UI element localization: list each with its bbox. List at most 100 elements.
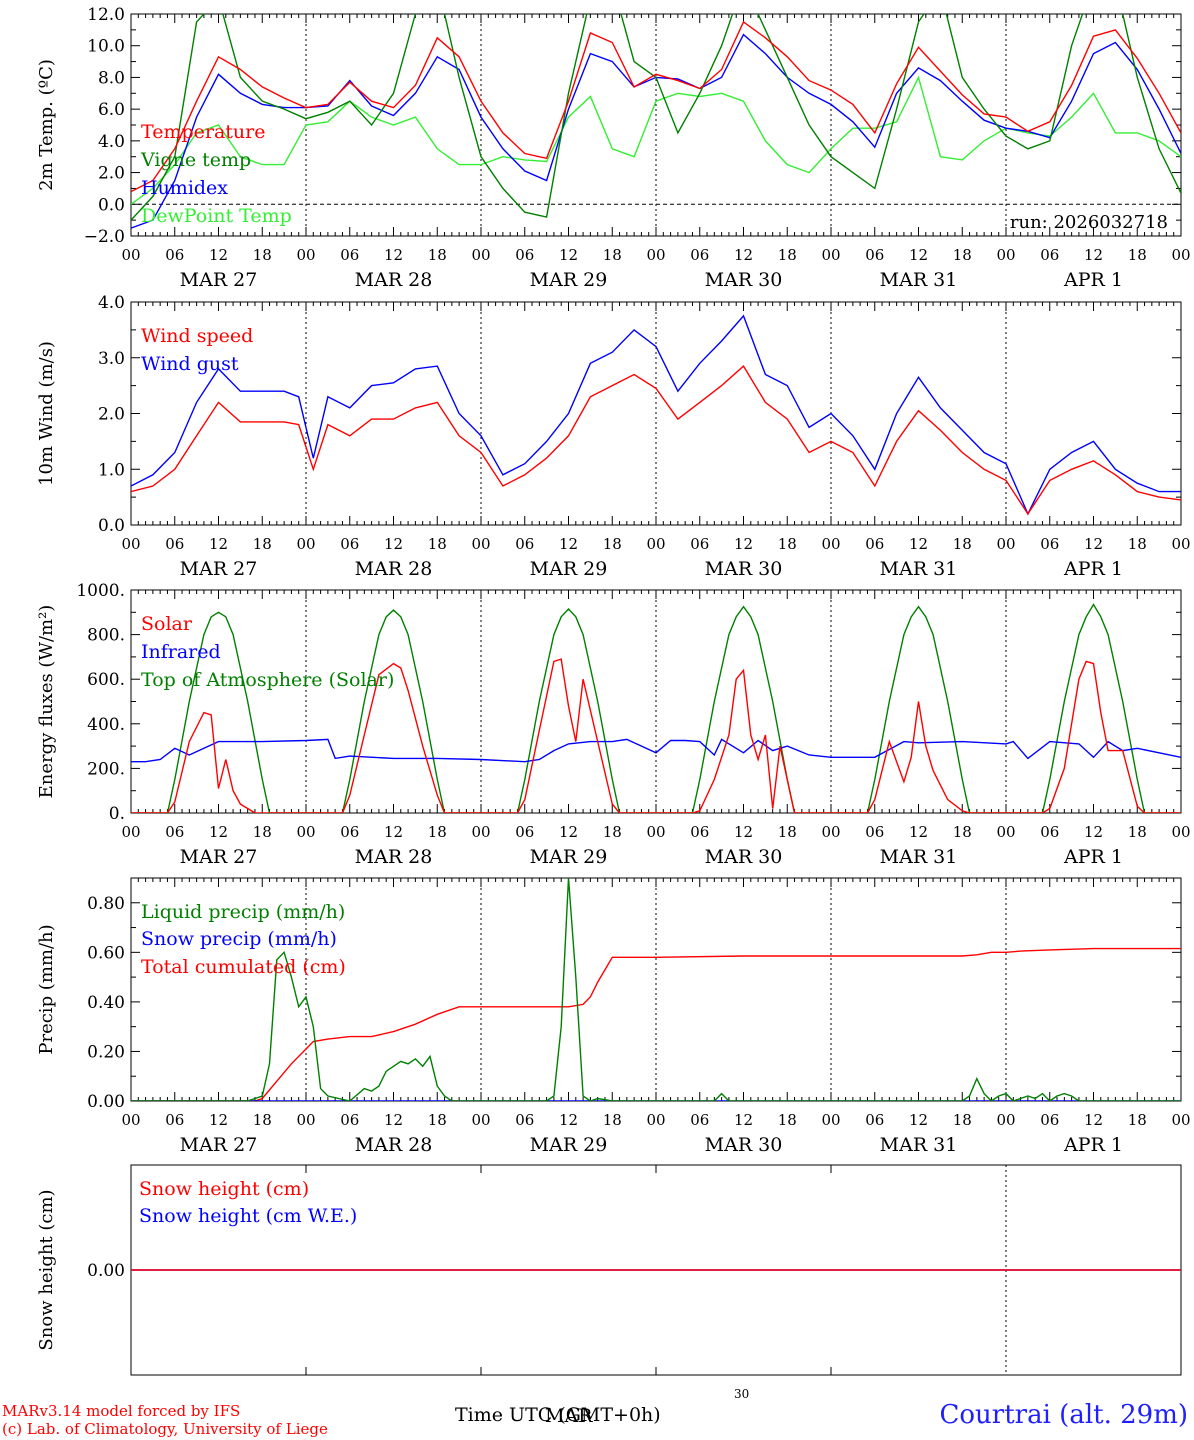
wind-x-tick-label: 06 xyxy=(690,535,709,553)
wind-y-axis-label: 10m Wind (m/s) xyxy=(36,341,57,486)
energy-x-tick-label: 00 xyxy=(121,823,140,841)
wind-x-tick-label: 00 xyxy=(821,535,840,553)
energy-x-tick-label: 00 xyxy=(996,823,1015,841)
precip-x-tick-label: 06 xyxy=(690,1111,709,1129)
energy-y-tick-label: 200. xyxy=(87,759,125,779)
energy-x-tick-label: 12 xyxy=(734,823,753,841)
precip-y-tick-label: 0.00 xyxy=(87,1092,125,1112)
snow-y-tick-label: 0.00 xyxy=(87,1261,125,1281)
temp-legend-temperature: Temperature xyxy=(141,121,265,143)
temp-y-tick-label: 10.0 xyxy=(87,37,125,57)
wind-x-tick-label: 00 xyxy=(471,535,490,553)
energy-x-tick-label: 12 xyxy=(209,823,228,841)
stray-model-label: MAR xyxy=(545,1405,593,1427)
precip-x-tick-label: 06 xyxy=(865,1111,884,1129)
temp-x-tick-label: 00 xyxy=(121,246,140,264)
precip-x-tick-label: 18 xyxy=(603,1111,622,1129)
temp-x-tick-label: 06 xyxy=(865,246,884,264)
snow-legend-snow-height-cm-: Snow height (cm) xyxy=(139,1178,309,1200)
wind-series-wind-gust xyxy=(131,314,1181,516)
wind-legend-wind-gust: Wind gust xyxy=(141,353,239,375)
wind-x-tick-label: 00 xyxy=(1171,535,1190,553)
energy-x-tick-label: 18 xyxy=(253,823,272,841)
energy-x-tick-label: 00 xyxy=(296,823,315,841)
wind-x-tick-label: 06 xyxy=(865,535,884,553)
temp-x-tick-label: 00 xyxy=(1171,246,1190,264)
wind-y-tick-label: 0.0 xyxy=(98,516,125,536)
wind-x-tick-label: 12 xyxy=(209,535,228,553)
temp-x-tick-label: 18 xyxy=(428,246,447,264)
precip-x-tick-label: 18 xyxy=(428,1111,447,1129)
temp-y-axis-label: 2m Temp. (ºC) xyxy=(36,59,57,191)
energy-series-infrared xyxy=(131,738,1181,763)
energy-x-tick-label: 06 xyxy=(340,823,359,841)
energy-x-tick-label: 00 xyxy=(646,823,665,841)
wind-x-tick-label: 00 xyxy=(296,535,315,553)
energy-x-tick-label: 06 xyxy=(515,823,534,841)
temp-day-label: APR 1 xyxy=(1063,269,1123,291)
station-name: Courtrai (alt. 29m) xyxy=(939,1400,1189,1430)
temp-day-label: MAR 31 xyxy=(880,269,958,291)
temp-x-tick-label: 00 xyxy=(296,246,315,264)
wind-x-tick-label: 12 xyxy=(1084,535,1103,553)
wind-x-tick-label: 12 xyxy=(909,535,928,553)
temp-x-tick-label: 18 xyxy=(778,246,797,264)
energy-x-tick-label: 12 xyxy=(909,823,928,841)
precip-x-tick-label: 18 xyxy=(1128,1111,1147,1129)
wind-x-tick-label: 18 xyxy=(253,535,272,553)
energy-legend-top-of-atmosphere-solar-: Top of Atmosphere (Solar) xyxy=(141,669,394,691)
temp-x-tick-label: 18 xyxy=(253,246,272,264)
energy-y-tick-label: 1000. xyxy=(76,581,125,601)
temp-series-vigne-temp xyxy=(131,14,1181,221)
snow-legend-snow-height-cm-w-e-: Snow height (cm W.E.) xyxy=(139,1205,357,1227)
wind-day-label: MAR 31 xyxy=(880,558,958,580)
wind-day-label: MAR 27 xyxy=(180,558,258,580)
precip-x-tick-label: 00 xyxy=(821,1111,840,1129)
temp-x-tick-label: 12 xyxy=(734,246,753,264)
temp-x-tick-label: 18 xyxy=(953,246,972,264)
precip-x-tick-label: 06 xyxy=(165,1111,184,1129)
temp-day-label: MAR 30 xyxy=(705,269,783,291)
wind-x-tick-label: 18 xyxy=(778,535,797,553)
wind-y-tick-label: 2.0 xyxy=(98,405,125,425)
energy-x-tick-label: 06 xyxy=(690,823,709,841)
energy-x-tick-label: 12 xyxy=(1084,823,1103,841)
energy-x-tick-label: 18 xyxy=(953,823,972,841)
precip-y-axis-label: Precip (mm/h) xyxy=(36,924,57,1054)
energy-day-label: MAR 29 xyxy=(530,846,608,868)
energy-x-tick-label: 18 xyxy=(428,823,447,841)
temp-x-tick-label: 06 xyxy=(690,246,709,264)
wind-x-tick-label: 18 xyxy=(428,535,447,553)
precip-x-tick-label: 00 xyxy=(646,1111,665,1129)
energy-day-label: MAR 27 xyxy=(180,846,258,868)
precip-x-tick-label: 12 xyxy=(909,1111,928,1129)
precip-x-tick-label: 06 xyxy=(340,1111,359,1129)
precip-x-tick-label: 12 xyxy=(734,1111,753,1129)
temp-day-label: MAR 27 xyxy=(180,269,258,291)
wind-day-label: MAR 29 xyxy=(530,558,608,580)
energy-x-tick-label: 18 xyxy=(778,823,797,841)
precip-y-tick-label: 0.60 xyxy=(87,943,125,963)
wind-x-tick-label: 00 xyxy=(996,535,1015,553)
energy-y-tick-label: 600. xyxy=(87,670,125,690)
energy-legend-solar: Solar xyxy=(141,613,193,635)
temp-x-tick-label: 18 xyxy=(603,246,622,264)
wind-day-label: MAR 28 xyxy=(355,558,433,580)
wind-day-label: APR 1 xyxy=(1063,558,1123,580)
energy-x-tick-label: 06 xyxy=(865,823,884,841)
precip-x-tick-label: 06 xyxy=(1040,1111,1059,1129)
temp-legend-humidex: Humidex xyxy=(141,177,228,199)
temp-x-tick-label: 06 xyxy=(1040,246,1059,264)
temp-y-tick-label: 6.0 xyxy=(98,100,125,120)
temp-x-tick-label: 00 xyxy=(471,246,490,264)
precip-day-label: APR 1 xyxy=(1063,1134,1123,1156)
precip-x-tick-label: 06 xyxy=(515,1111,534,1129)
temp-x-tick-label: 00 xyxy=(996,246,1015,264)
wind-x-tick-label: 12 xyxy=(559,535,578,553)
precip-x-tick-label: 12 xyxy=(209,1111,228,1129)
temp-day-label: MAR 29 xyxy=(530,269,608,291)
energy-y-tick-label: 800. xyxy=(87,626,125,646)
energy-x-tick-label: 00 xyxy=(471,823,490,841)
energy-y-tick-label: 400. xyxy=(87,715,125,735)
wind-legend-wind-speed: Wind speed xyxy=(141,325,253,347)
